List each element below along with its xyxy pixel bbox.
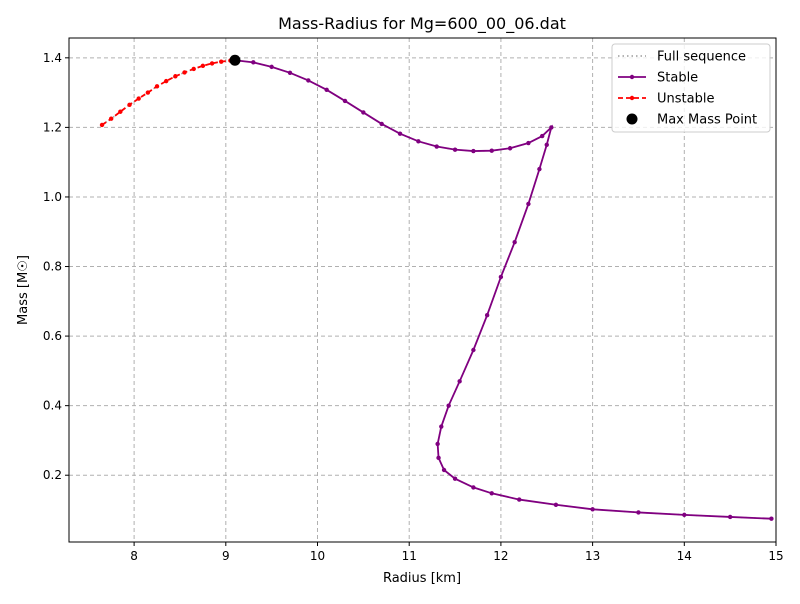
unstable-point <box>219 59 224 64</box>
stable-point <box>549 125 554 130</box>
unstable-point <box>191 66 196 72</box>
legend-label: Full sequence <box>657 50 746 65</box>
unstable-point <box>99 122 105 128</box>
stable-point <box>526 201 531 207</box>
stable-point <box>471 485 476 490</box>
stable-point <box>251 60 256 65</box>
y-tick-label: 1.2 <box>43 120 62 134</box>
unstable-point <box>145 90 151 95</box>
unstable-point <box>154 84 160 89</box>
unstable-point <box>173 74 178 79</box>
legend-marker <box>626 113 638 125</box>
stable-point <box>507 146 513 151</box>
stable-point <box>471 347 476 353</box>
stable-point <box>439 424 444 429</box>
stable-point <box>342 98 348 104</box>
x-tick-label: 10 <box>310 549 325 563</box>
stable-point <box>379 121 384 127</box>
chart-title: Mass-Radius for Mg=600_00_06.dat <box>278 14 566 34</box>
legend-label: Unstable <box>657 92 714 107</box>
legend-marker <box>629 74 635 80</box>
unstable-point <box>108 116 114 121</box>
stable-point <box>434 144 439 149</box>
stable-point <box>590 507 595 512</box>
unstable-point <box>127 102 132 107</box>
stable-point <box>397 131 403 136</box>
stable-point <box>553 502 559 507</box>
y-axis-label: Mass [M☉] <box>16 255 31 325</box>
stable-point <box>489 491 494 496</box>
stable-point <box>361 110 366 115</box>
stable-line <box>234 59 772 520</box>
stable-point <box>537 166 542 172</box>
x-tick-label: 9 <box>222 549 230 563</box>
stable-point <box>452 147 458 152</box>
stable-point <box>484 313 490 318</box>
unstable-point <box>200 63 206 69</box>
unstable-line <box>101 59 236 126</box>
legend-marker <box>629 95 635 101</box>
stable-point <box>287 70 293 75</box>
stable-point <box>452 476 458 481</box>
y-tick-label: 1.0 <box>43 190 62 204</box>
x-tick-label: 12 <box>493 549 508 563</box>
unstable-point <box>118 109 123 114</box>
stable-point <box>636 510 641 515</box>
y-tick-label: 0.8 <box>43 260 62 274</box>
unstable-point <box>182 70 187 75</box>
stable-point <box>539 133 545 139</box>
stable-point <box>512 239 517 245</box>
stable-point <box>682 512 687 518</box>
max-mass-point <box>229 54 241 66</box>
stable-point <box>769 516 774 521</box>
stable-point <box>471 148 476 154</box>
stable-point <box>517 497 522 502</box>
x-axis-label: Radius [km] <box>383 571 461 586</box>
unstable-point <box>164 78 169 84</box>
plot-frame <box>68 37 777 543</box>
stable-point <box>435 441 440 447</box>
stable-point <box>269 64 274 70</box>
stable-point <box>489 148 494 153</box>
legend: Full sequence Stable Unstable Max Mass Poin… <box>611 43 771 133</box>
unstable-point <box>209 61 215 66</box>
stable-point <box>457 379 462 384</box>
x-tick-label: 13 <box>585 549 600 563</box>
y-tick-label: 0.2 <box>43 468 62 482</box>
x-tick-label: 15 <box>768 549 783 563</box>
legend-label: Max Mass Point <box>657 113 757 128</box>
y-tick-label: 0.4 <box>43 399 62 413</box>
stable-point <box>498 274 504 280</box>
stable-point <box>544 142 549 147</box>
stable-point <box>526 140 531 146</box>
stable-point <box>306 78 311 83</box>
y-tick-label: 0.6 <box>43 329 62 343</box>
y-tick-label: 1.4 <box>43 51 62 65</box>
stable-point <box>324 87 329 93</box>
stable-point <box>727 514 733 520</box>
stable-point <box>446 403 451 408</box>
legend-label: Stable <box>657 71 698 86</box>
stable-point <box>416 139 421 144</box>
unstable-point <box>136 96 141 101</box>
stable-point <box>441 467 447 473</box>
x-tick-label: 8 <box>130 549 138 563</box>
x-tick-label: 14 <box>677 549 692 563</box>
x-tick-label: 11 <box>402 549 417 563</box>
stable-point <box>436 455 441 461</box>
